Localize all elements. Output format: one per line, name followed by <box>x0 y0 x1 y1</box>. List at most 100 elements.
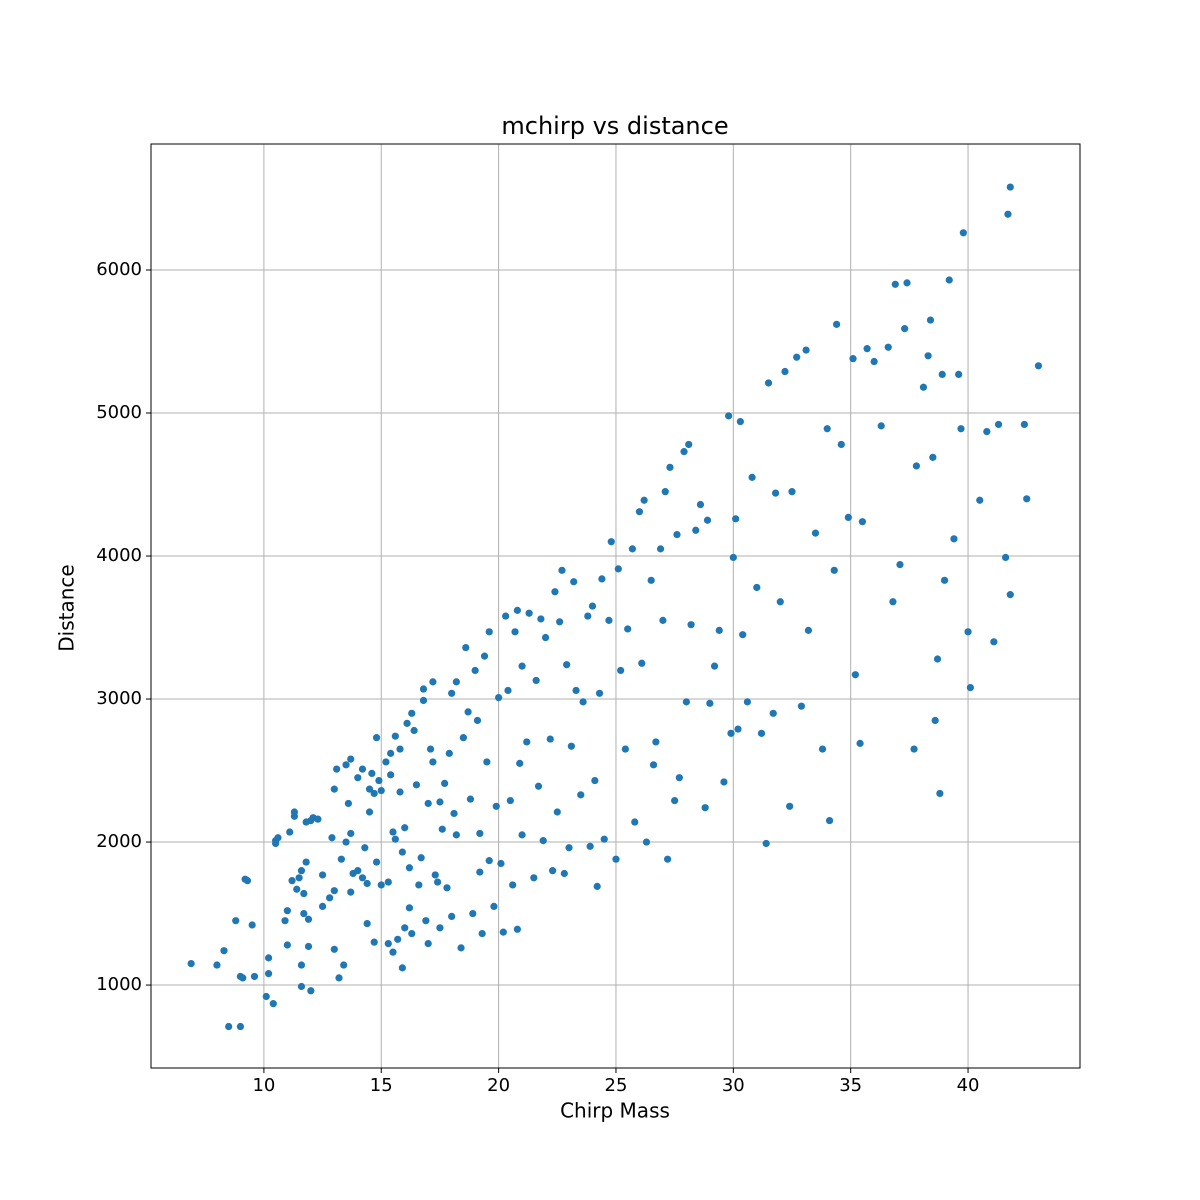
point <box>673 530 681 539</box>
point <box>485 857 493 865</box>
point <box>1001 553 1010 562</box>
point <box>701 804 709 812</box>
point <box>870 357 878 366</box>
point <box>764 379 773 387</box>
point <box>363 879 371 888</box>
point <box>567 742 575 750</box>
point <box>511 628 519 636</box>
point <box>912 462 921 470</box>
point <box>286 828 294 836</box>
point <box>530 874 538 882</box>
point <box>572 686 580 695</box>
point <box>403 719 411 727</box>
point <box>304 942 313 951</box>
point <box>579 698 587 706</box>
point <box>523 738 531 746</box>
point <box>595 689 604 697</box>
point <box>426 745 435 753</box>
point <box>469 909 477 918</box>
point <box>264 954 273 962</box>
point <box>405 864 414 872</box>
point <box>976 496 984 504</box>
point <box>396 745 404 753</box>
point <box>509 881 517 889</box>
point <box>424 799 432 808</box>
point <box>347 755 355 763</box>
x-tick-label: 20 <box>487 1075 510 1096</box>
point <box>314 815 322 823</box>
point <box>274 834 282 842</box>
point <box>621 745 629 753</box>
point <box>682 698 690 706</box>
point <box>248 921 256 929</box>
point <box>448 689 456 697</box>
point <box>1006 183 1014 191</box>
point <box>354 774 362 782</box>
point <box>652 738 660 746</box>
point <box>466 795 475 803</box>
point <box>614 565 622 573</box>
point <box>748 473 756 481</box>
point <box>445 749 453 757</box>
point <box>661 488 669 496</box>
point <box>354 867 362 875</box>
point <box>844 513 852 522</box>
point <box>300 889 308 898</box>
point <box>739 631 747 639</box>
point <box>236 1022 245 1031</box>
point <box>617 666 625 675</box>
point <box>450 809 458 818</box>
point <box>499 928 507 936</box>
point <box>781 367 789 376</box>
point <box>382 758 390 766</box>
plot-frame <box>150 143 1081 1069</box>
point <box>607 538 615 546</box>
point <box>797 702 805 710</box>
point <box>297 867 306 875</box>
point <box>387 749 395 757</box>
point <box>497 859 505 868</box>
y-tick-label: 5000 <box>96 402 142 423</box>
point <box>591 776 599 785</box>
point <box>419 696 428 705</box>
point <box>631 818 639 826</box>
point <box>318 902 327 910</box>
point <box>452 831 460 839</box>
point <box>419 685 428 693</box>
y-tick-label: 4000 <box>96 545 142 566</box>
y-tick-label: 6000 <box>96 259 142 280</box>
point <box>546 735 554 743</box>
point <box>330 887 338 895</box>
point <box>786 802 794 810</box>
point <box>936 789 944 798</box>
point <box>671 796 679 805</box>
point <box>513 925 521 933</box>
point <box>584 612 592 620</box>
point <box>757 729 766 737</box>
point <box>551 588 559 596</box>
point <box>288 877 296 885</box>
point <box>833 320 841 328</box>
point <box>250 972 259 981</box>
point <box>901 325 909 333</box>
point <box>365 785 374 793</box>
point <box>919 383 928 391</box>
point <box>264 970 273 978</box>
point <box>358 874 367 882</box>
point <box>433 878 442 886</box>
point <box>664 855 672 863</box>
point <box>401 824 409 832</box>
point <box>330 945 338 953</box>
point <box>706 699 714 707</box>
y-tick-label: 2000 <box>96 831 142 852</box>
point <box>480 652 489 660</box>
point <box>492 802 500 810</box>
point <box>588 602 597 610</box>
point <box>290 808 299 816</box>
point <box>225 1022 233 1031</box>
point <box>929 453 937 461</box>
point <box>516 759 524 767</box>
point <box>375 776 383 785</box>
point <box>1023 495 1031 503</box>
